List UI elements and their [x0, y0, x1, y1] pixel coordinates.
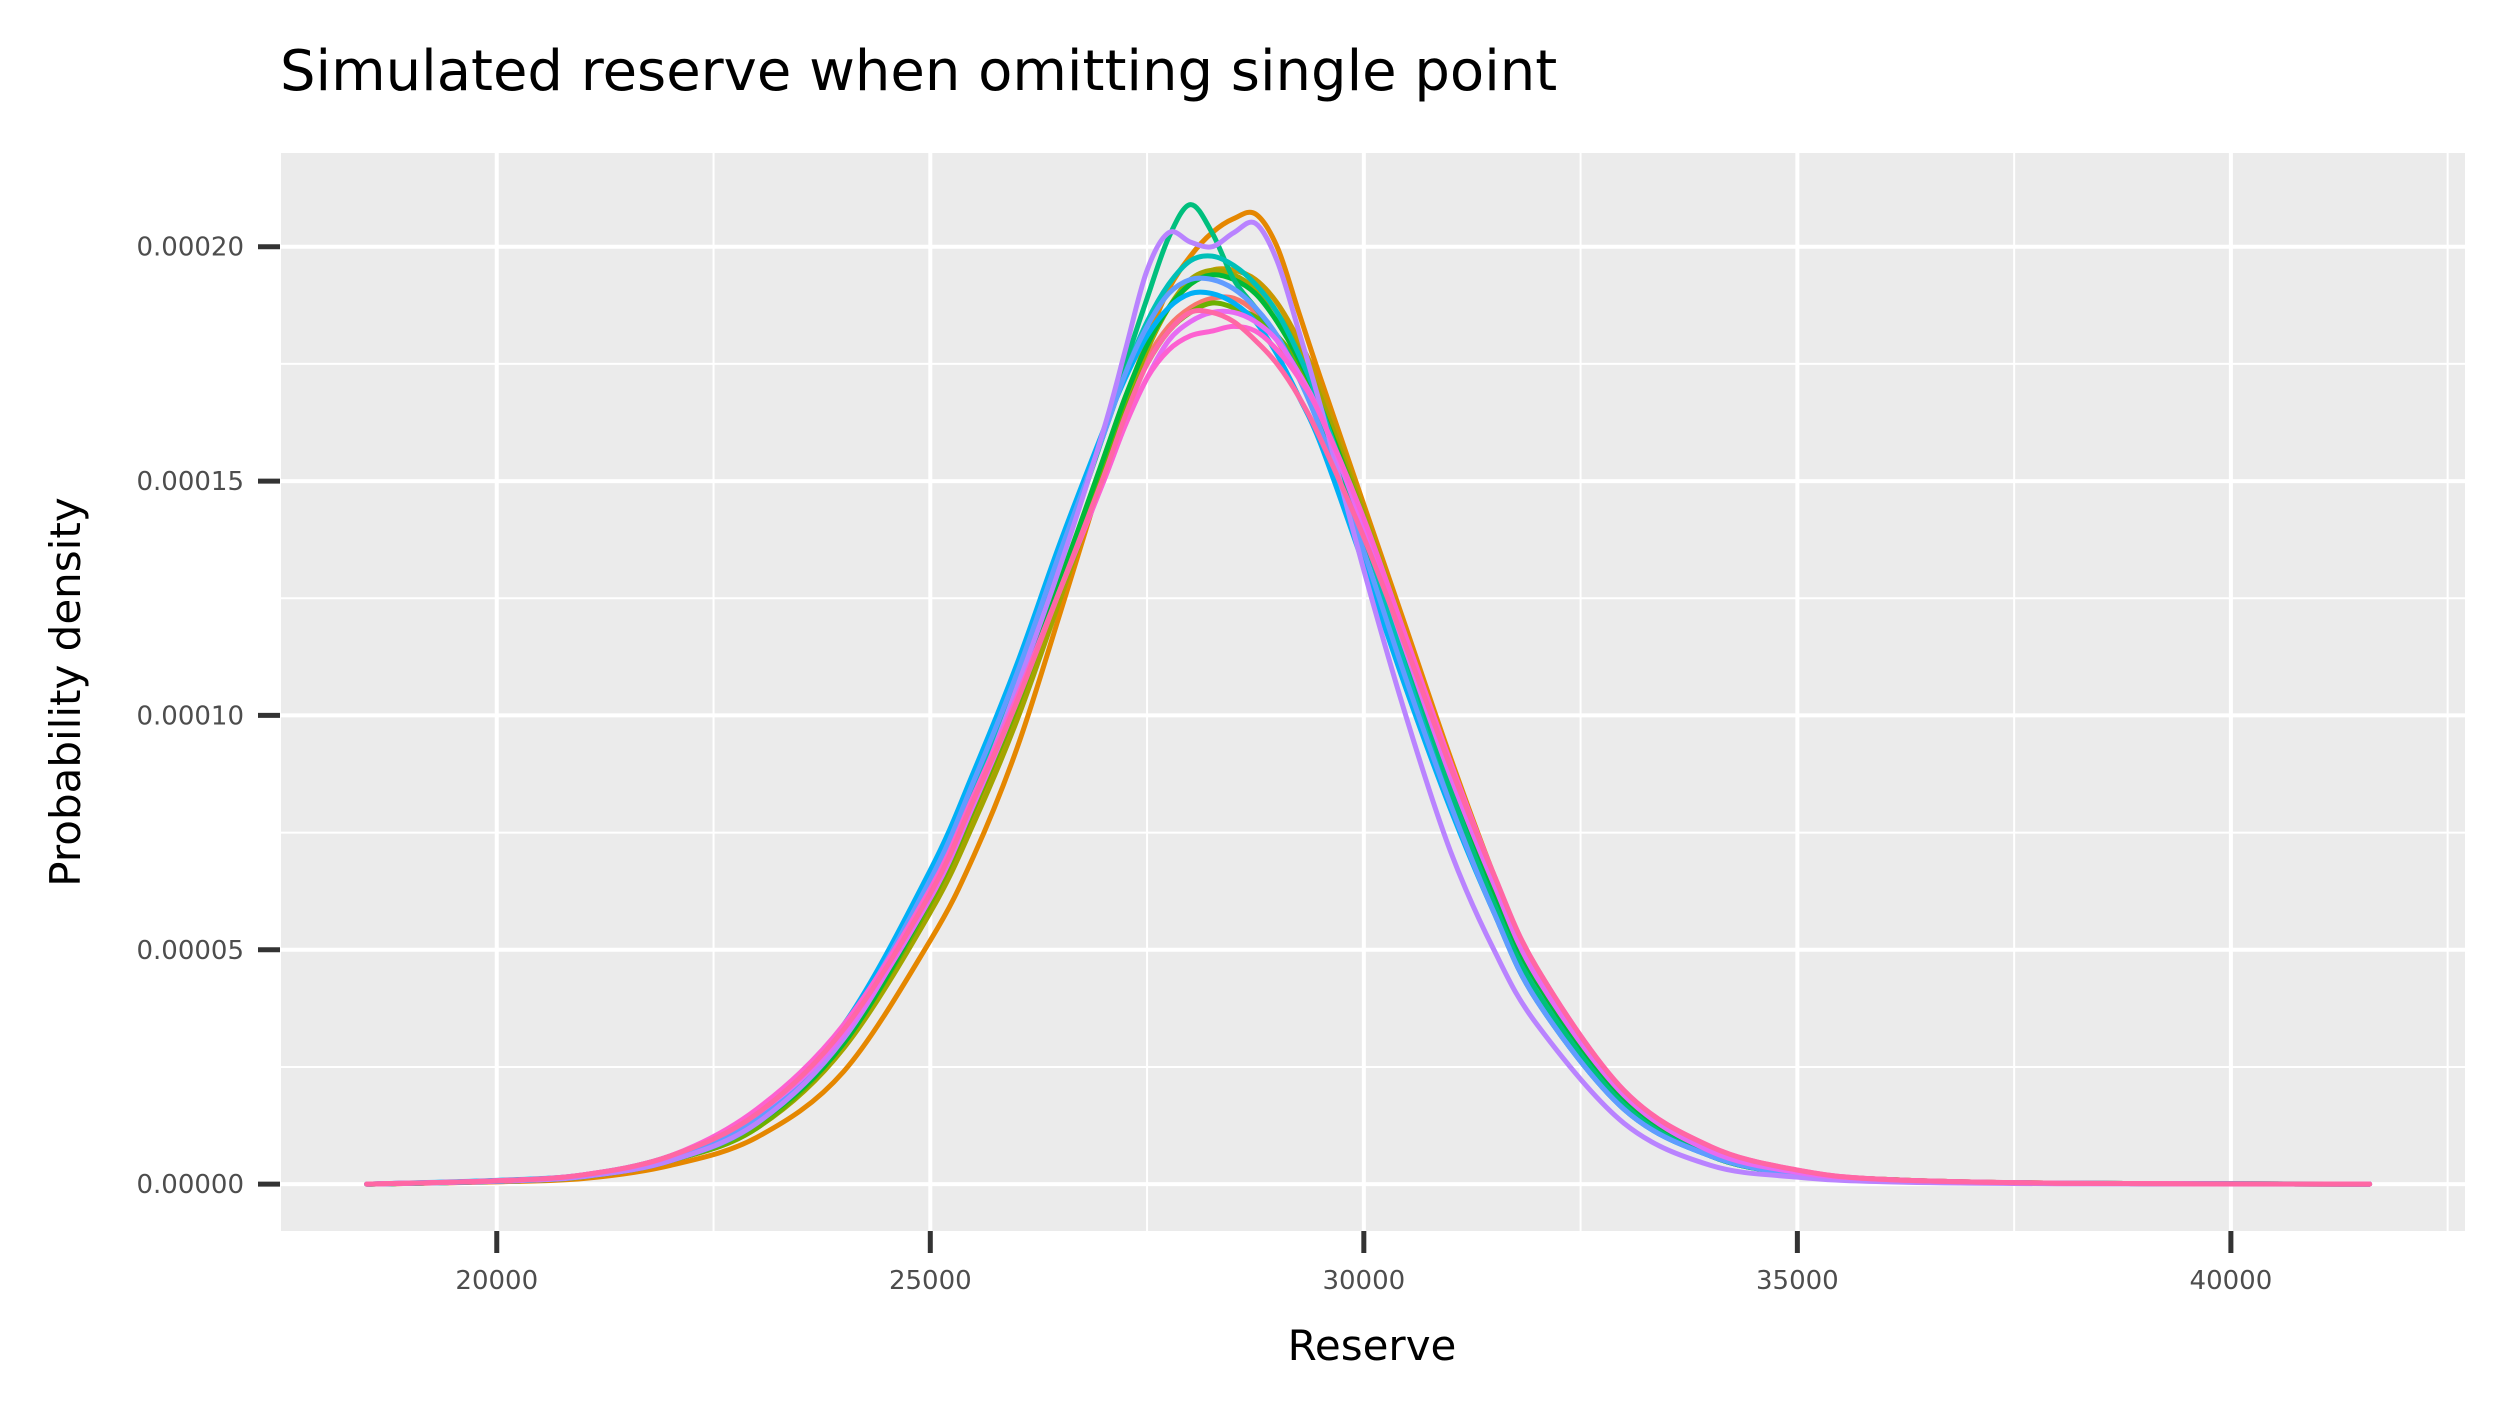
x-axis-ticks	[494, 1231, 2234, 1253]
x-tick-label: 40000	[2190, 1266, 2273, 1296]
y-axis-tick-labels: 0.00000 0.00005 0.00010 0.00015 0.00020	[136, 233, 244, 1200]
y-tick-label: 0.00000	[136, 1170, 244, 1200]
y-tick-label: 0.00010	[136, 701, 244, 731]
density-curves	[364, 202, 2373, 1187]
y-axis-ticks	[258, 244, 280, 1187]
y-tick-label: 0.00005	[136, 936, 244, 966]
density-curve-run-12	[364, 308, 2373, 1187]
density-curve-run-11	[364, 219, 2373, 1187]
x-axis-tick-labels: 20000 25000 30000 35000 40000	[455, 1266, 2272, 1296]
x-tick-label: 30000	[1322, 1266, 1405, 1296]
chart-title: Simulated reserve when omitting single p…	[280, 39, 1557, 104]
density-curve-run-14	[364, 308, 2373, 1187]
y-axis-title: Probability density	[41, 497, 90, 886]
x-axis-title: Reserve	[1288, 1321, 1457, 1370]
major-gridlines	[280, 153, 2465, 1231]
x-tick-label: 25000	[889, 1266, 972, 1296]
y-tick-label: 0.00015	[136, 467, 244, 497]
x-tick-label: 20000	[455, 1266, 538, 1296]
plot-panel	[280, 153, 2465, 1231]
x-tick-label: 35000	[1756, 1266, 1839, 1296]
y-tick-label: 0.00020	[136, 233, 244, 263]
